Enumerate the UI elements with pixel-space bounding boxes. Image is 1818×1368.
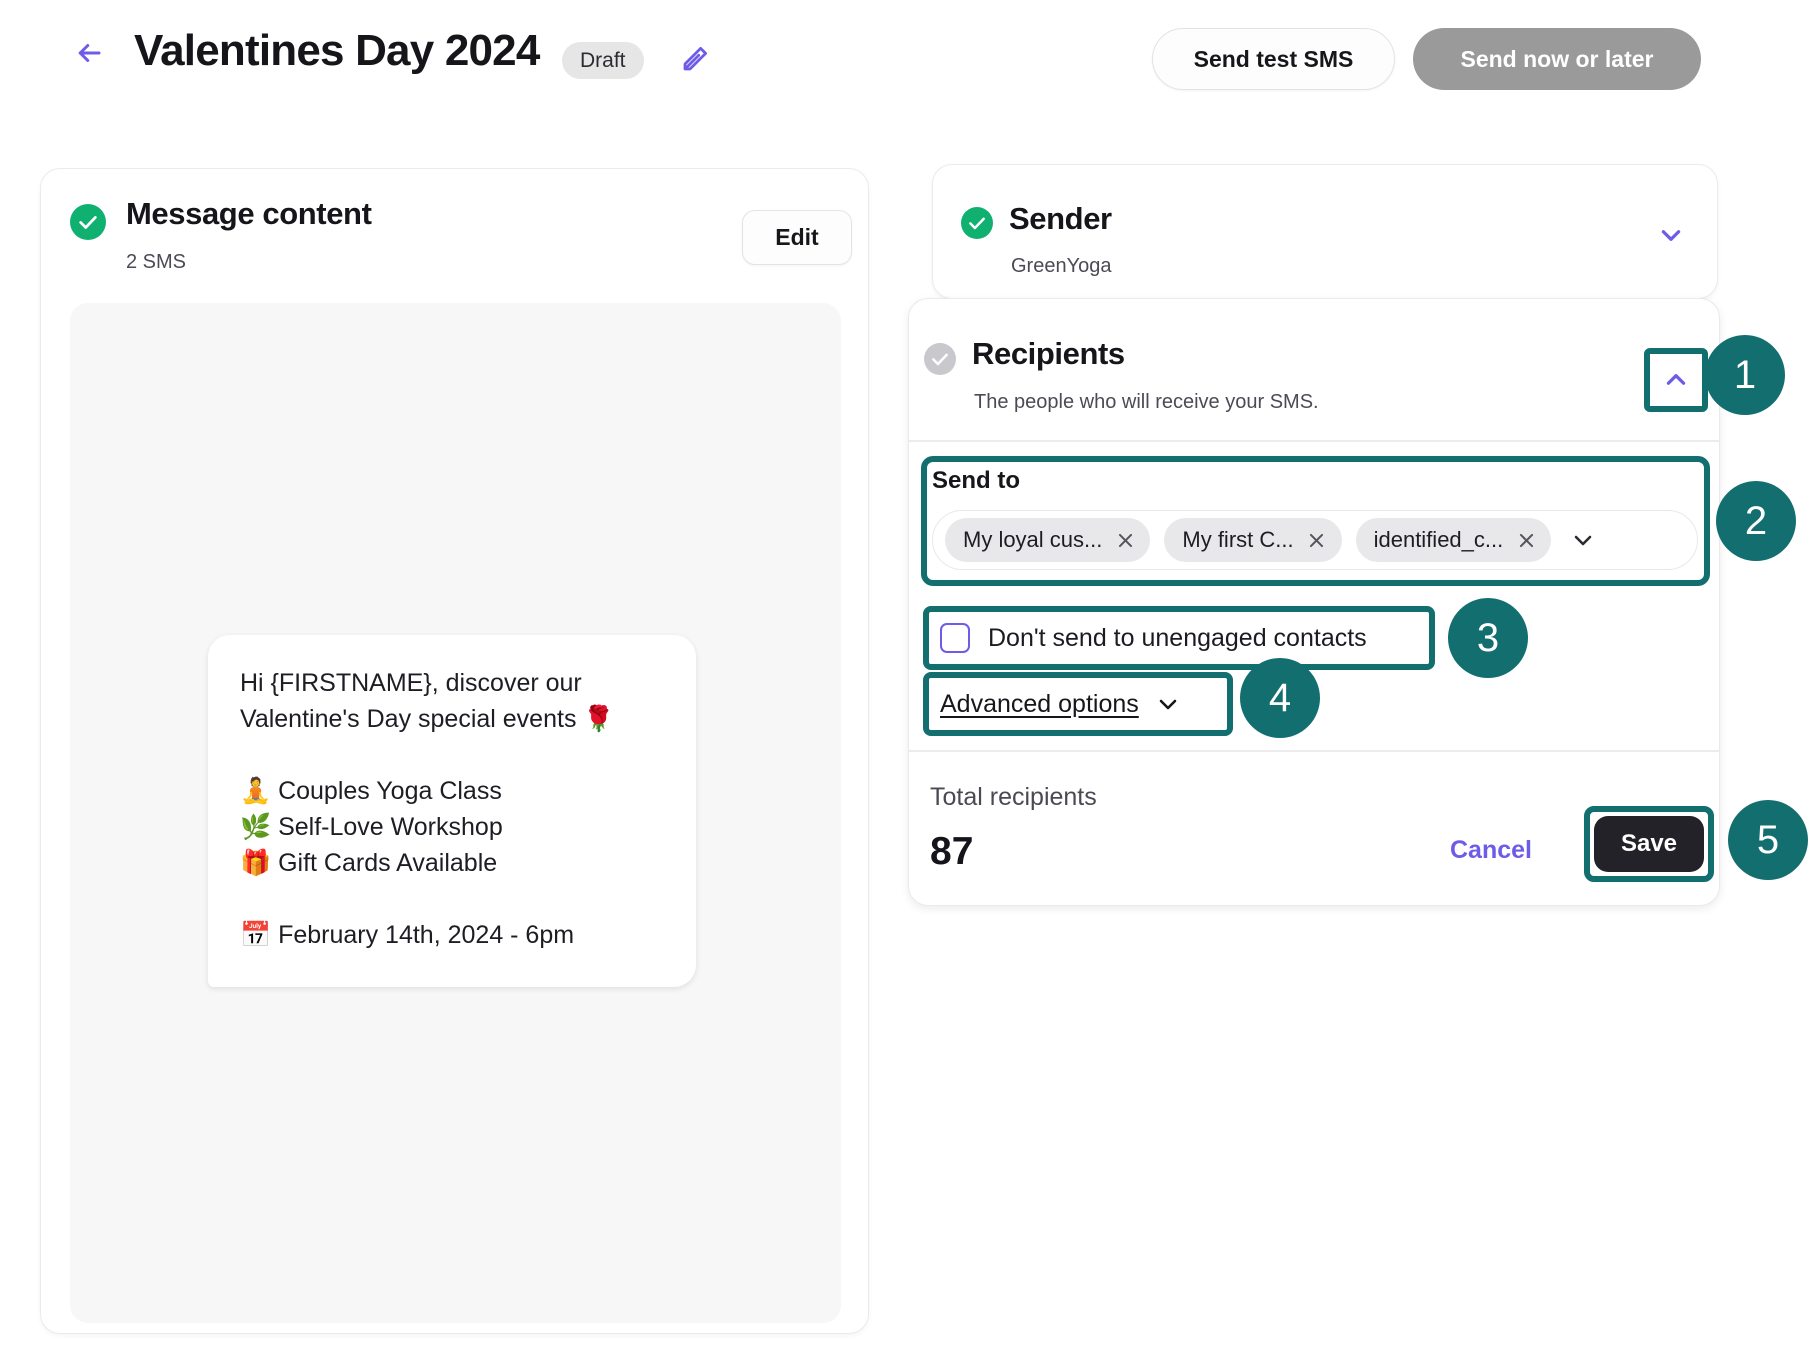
advanced-options-toggle[interactable]: Advanced options	[934, 682, 1189, 726]
close-icon[interactable]	[1108, 523, 1142, 557]
send-now-or-later-button[interactable]: Send now or later	[1413, 28, 1701, 90]
send-test-sms-button[interactable]: Send test SMS	[1152, 28, 1395, 90]
chip-label: My loyal cus...	[963, 527, 1103, 552]
divider	[909, 750, 1719, 752]
unengaged-checkbox-row[interactable]: Don't send to unengaged contacts	[934, 616, 1373, 660]
back-arrow-icon[interactable]	[72, 36, 106, 70]
page-title: Valentines Day 2024	[134, 26, 540, 75]
annotation-badge-3: 3	[1448, 598, 1528, 678]
message-content-subtitle: 2 SMS	[126, 251, 187, 273]
annotation-badge-4: 4	[1240, 658, 1320, 738]
chevron-down-icon[interactable]	[1653, 220, 1689, 250]
pencil-icon[interactable]	[676, 40, 714, 78]
page-header: Valentines Day 2024 Draft Send test SMS …	[0, 0, 1818, 120]
chevron-down-icon	[1153, 691, 1183, 717]
sender-card[interactable]: Sender GreenYoga	[932, 164, 1718, 299]
edit-button[interactable]: Edit	[742, 210, 852, 265]
unengaged-checkbox[interactable]	[940, 623, 970, 653]
close-icon[interactable]	[1300, 523, 1334, 557]
annotation-badge-2: 2	[1716, 481, 1796, 561]
sms-message-bubble: Hi {FIRSTNAME}, discover our Valentine's…	[208, 635, 696, 987]
unengaged-checkbox-label: Don't send to unengaged contacts	[988, 623, 1367, 652]
send-to-group: Send to My loyal cus... My first C...	[932, 467, 1698, 575]
list-item[interactable]: My loyal cus...	[945, 518, 1151, 562]
recipients-title: Recipients	[972, 336, 1125, 371]
close-icon[interactable]	[1509, 523, 1543, 557]
annotation-badge-1: 1	[1705, 335, 1785, 415]
message-content-title: Message content	[126, 196, 372, 231]
recipients-card	[908, 298, 1720, 906]
chip-label: My first C...	[1182, 527, 1294, 552]
total-recipients-value: 87	[930, 830, 974, 873]
recipients-description: The people who will receive your SMS.	[974, 391, 1319, 413]
save-button[interactable]: Save	[1594, 816, 1704, 872]
send-to-field[interactable]: My loyal cus... My first C... identified…	[932, 510, 1698, 570]
advanced-options-label: Advanced options	[940, 689, 1139, 718]
total-recipients-label: Total recipients	[930, 783, 1097, 811]
sender-title: Sender	[1009, 201, 1112, 236]
check-circle-icon-muted	[924, 343, 956, 375]
status-badge: Draft	[562, 42, 644, 79]
send-to-label: Send to	[932, 467, 1020, 494]
chip-label: identified_c...	[1373, 527, 1504, 552]
list-item[interactable]: My first C...	[1164, 518, 1342, 562]
recipients-collapse-button[interactable]	[1654, 358, 1698, 402]
chevron-down-icon[interactable]	[1567, 524, 1599, 556]
annotation-badge-5: 5	[1728, 800, 1808, 880]
cancel-button[interactable]: Cancel	[1450, 836, 1532, 864]
check-circle-icon	[70, 204, 106, 240]
sender-value: GreenYoga	[1011, 255, 1112, 277]
divider	[909, 440, 1719, 442]
check-circle-icon	[961, 207, 993, 239]
list-item[interactable]: identified_c...	[1355, 518, 1552, 562]
